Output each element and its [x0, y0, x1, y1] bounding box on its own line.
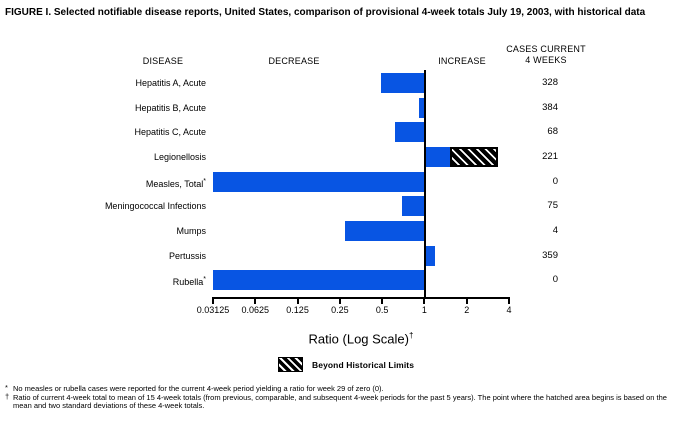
x-tick-label-2: 2 [464, 305, 470, 315]
disease-label-hepatitis-a-acute: Hepatitis A, Acute [135, 78, 206, 88]
figure-title: FIGURE I. Selected notifiable disease re… [5, 7, 646, 18]
column-header-cases-current-4-weeks: CASES CURRENT 4 WEEKS [491, 44, 601, 66]
legend-label: Beyond Historical Limits [312, 359, 415, 370]
x-tick-label-0.03125: 0.03125 [196, 305, 230, 315]
x-axis-line [213, 297, 510, 299]
ratio-bar-meningococcal-infections [401, 196, 425, 217]
x-tick-label-0.5: 0.5 [375, 305, 389, 315]
asterisk-superscript: * [203, 276, 206, 284]
column-header-increase: INCREASE [438, 56, 486, 66]
x-tick-mark-0.5 [381, 297, 384, 304]
baseline-ratio-1-line [423, 70, 426, 298]
disease-label-rubella: Rubella* [172, 276, 206, 288]
disease-label-measles-total: Measles, Total* [145, 177, 206, 189]
column-header-disease: DISEASE [142, 56, 184, 66]
x-tick-label-0.25: 0.25 [331, 305, 349, 315]
footnote-dagger: † Ratio of current 4-week total to mean o… [4, 391, 686, 411]
footnote-dagger-marker: † [5, 391, 10, 401]
cases-value-pertussis: 359 [542, 249, 558, 261]
ratio-bar-mumps [344, 220, 425, 241]
cases-value-hepatitis-c-acute: 68 [547, 126, 558, 138]
ratio-bar-hepatitis-a-acute [380, 73, 425, 93]
column-header-cases-line1: CASES CURRENT [506, 44, 586, 54]
ratio-bar-hepatitis-b-acute [418, 97, 425, 118]
disease-label-pertussis: Pertussis [168, 250, 206, 261]
x-tick-mark-1 [423, 297, 426, 304]
disease-label-legionellosis: Legionellosis [153, 151, 206, 162]
x-tick-label-1: 1 [421, 305, 427, 315]
footnote-asterisk: * No measles or rubella cases were report… [4, 382, 686, 393]
footnote-asterisk-marker: * [5, 382, 8, 392]
x-tick-label-4: 4 [506, 305, 512, 315]
cases-value-meningococcal-infections: 75 [547, 200, 558, 212]
legend: Beyond Historical Limits [278, 357, 414, 372]
cases-value-hepatitis-a-acute: 328 [542, 77, 558, 88]
beyond-historical-limits-hatch-icon [278, 357, 303, 372]
cases-value-rubella: 0 [552, 274, 558, 286]
x-tick-mark-0.25 [338, 297, 341, 304]
ratio-bar-pertussis [424, 245, 435, 266]
beyond-historical-limits-bar-legionellosis [449, 146, 498, 167]
chart-rows: Hepatitis A, Acute 328 Hepatitis B, Acute 3… [0, 70, 689, 297]
footnote-asterisk-text: No measles or rubella cases were reporte… [13, 384, 384, 393]
ratio-bar-measles-total [213, 171, 425, 192]
x-tick-mark-0.03125 [212, 297, 214, 304]
x-axis-title-text: Ratio (Log Scale) [308, 331, 409, 347]
dagger-superscript: † [409, 331, 414, 340]
ratio-bar-legionellosis [424, 146, 450, 167]
x-tick-mark-2 [465, 297, 468, 304]
x-axis-title: Ratio (Log Scale)† [213, 331, 509, 346]
ratio-bar-rubella [213, 270, 425, 291]
cases-value-legionellosis: 221 [542, 150, 558, 162]
footnote-dagger-text: Ratio of current 4-week total to mean of… [13, 393, 667, 411]
column-header-cases-line2: 4 WEEKS [525, 54, 567, 65]
disease-label-hepatitis-b-acute: Hepatitis B, Acute [134, 102, 206, 113]
ratio-bar-hepatitis-c-acute [395, 122, 425, 143]
cases-value-hepatitis-b-acute: 384 [542, 101, 558, 113]
cases-value-mumps: 4 [552, 224, 558, 236]
column-header-decrease: DECREASE [268, 56, 320, 66]
disease-label-meningococcal-infections: Meningococcal Infections [104, 201, 206, 212]
asterisk-superscript: * [203, 177, 206, 185]
x-tick-label-0.0625: 0.0625 [241, 305, 270, 315]
x-tick-label-0.125: 0.125 [286, 305, 309, 315]
disease-label-hepatitis-c-acute: Hepatitis C, Acute [134, 127, 206, 138]
x-tick-mark-4 [508, 297, 510, 304]
footnotes: * No measles or rubella cases were report… [4, 382, 686, 411]
x-tick-mark-0.0625 [254, 297, 257, 304]
disease-label-mumps: Mumps [176, 225, 206, 236]
x-tick-mark-0.125 [296, 297, 299, 304]
cases-value-measles-total: 0 [552, 175, 558, 187]
